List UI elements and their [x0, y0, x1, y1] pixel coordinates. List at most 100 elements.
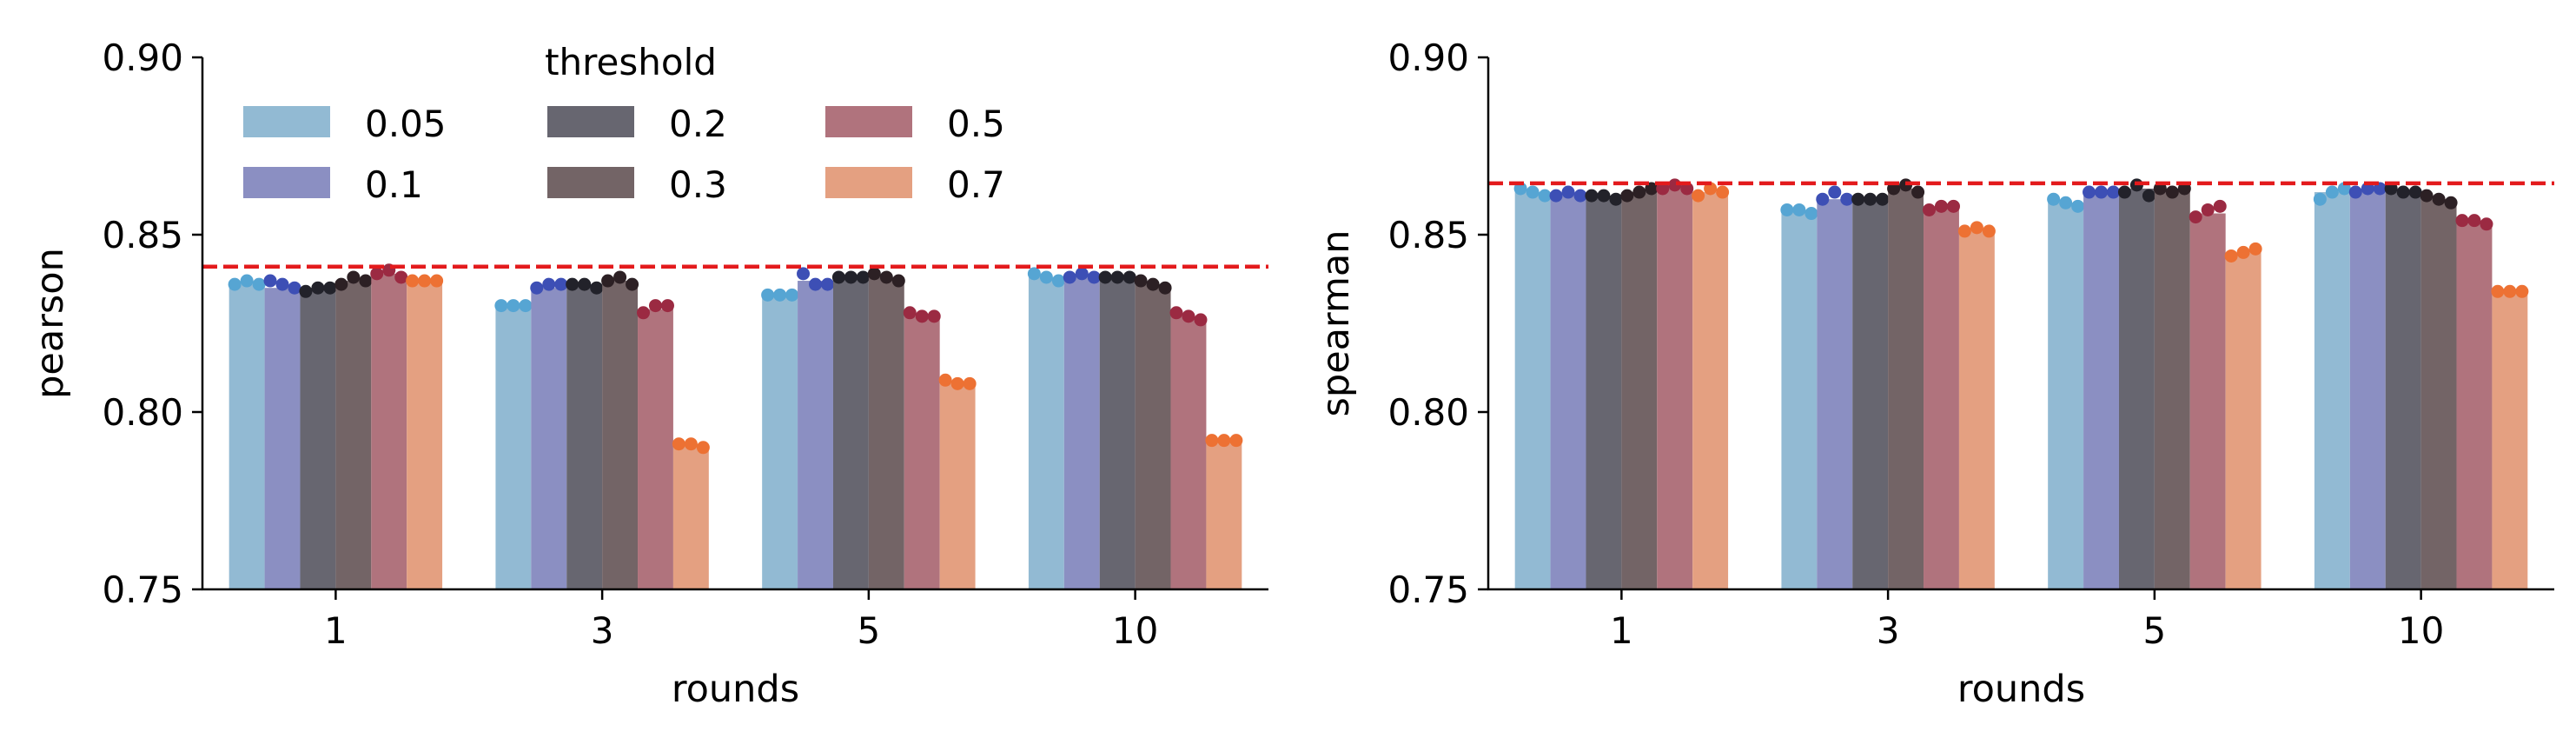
point-0.3-round-1	[334, 277, 348, 291]
point-0.3-round-10	[1146, 277, 1160, 291]
bar-0.7-round-3	[1958, 230, 1995, 589]
bar-0.05-round-1	[1514, 192, 1551, 590]
bar-0.7-round-3	[672, 443, 709, 589]
point-0.3-round-3	[1911, 185, 1925, 199]
point-0.2-round-5	[2117, 185, 2131, 199]
point-0.3-round-5	[2177, 182, 2191, 196]
point-0.5-round-5	[903, 306, 917, 320]
bar-0.5-round-1	[371, 273, 407, 589]
y-tick-label: 0.80	[102, 391, 183, 434]
legend: threshold 0.05 0.1 0.2 0.3 0.5 0.7	[243, 41, 1005, 206]
point-0.3-round-5	[2165, 185, 2179, 199]
legend-label-0.7: 0.7	[947, 163, 1005, 206]
point-0.3-round-3	[601, 274, 615, 288]
point-0.1-round-1	[263, 274, 277, 288]
point-0.2-round-3	[1851, 192, 1865, 206]
point-0.5-round-10	[1194, 313, 1208, 327]
bar-0.1-round-1	[1550, 196, 1586, 589]
point-0.05-round-10	[1051, 274, 1065, 288]
point-0.7-round-1	[418, 274, 432, 288]
legend-label-0.2: 0.2	[669, 103, 727, 145]
point-0.7-round-5	[963, 376, 977, 390]
point-0.5-round-5	[2201, 203, 2215, 216]
point-0.3-round-10	[2420, 189, 2434, 203]
point-0.7-round-3	[672, 437, 685, 451]
x-axis-title: rounds	[1957, 668, 2085, 711]
bar-0.05-round-3	[495, 305, 532, 589]
y-tick-label: 0.75	[1387, 568, 1469, 611]
point-0.2-round-10	[2384, 182, 2398, 196]
point-0.2-round-1	[1597, 189, 1611, 203]
point-0.2-round-10	[2396, 185, 2410, 199]
point-0.05-round-1	[1538, 189, 1552, 203]
bar-0.1-round-3	[1817, 199, 1853, 589]
bar-0.5-round-5	[904, 316, 940, 589]
point-0.7-round-5	[938, 373, 952, 387]
point-0.1-round-5	[2083, 185, 2096, 199]
point-0.7-round-5	[2236, 245, 2250, 259]
bar-0.3-round-3	[602, 281, 639, 589]
legend-swatch-0.1	[243, 167, 330, 198]
point-0.3-round-1	[1620, 189, 1634, 203]
point-0.3-round-1	[1645, 182, 1659, 196]
point-0.3-round-10	[1158, 281, 1172, 295]
point-0.7-round-1	[406, 274, 420, 288]
point-0.3-round-5	[891, 274, 905, 288]
bar-0.05-round-3	[1781, 209, 1818, 589]
point-0.7-round-10	[2491, 284, 2505, 298]
point-0.7-round-10	[1229, 434, 1243, 448]
point-0.05-round-5	[2071, 199, 2085, 213]
point-0.1-round-10	[1075, 267, 1089, 281]
point-0.05-round-3	[1805, 207, 1818, 221]
point-0.7-round-5	[950, 376, 964, 390]
point-0.3-round-1	[359, 274, 373, 288]
point-0.1-round-3	[1816, 192, 1830, 206]
point-0.1-round-1	[288, 281, 301, 295]
point-0.5-round-10	[1182, 309, 1195, 323]
point-0.5-round-3	[1946, 199, 1960, 213]
point-0.1-round-3	[530, 281, 544, 295]
point-0.7-round-5	[2248, 242, 2262, 256]
point-0.05-round-10	[1039, 270, 1053, 284]
point-0.2-round-1	[1609, 192, 1623, 206]
bar-0.5-round-3	[638, 309, 673, 589]
x-axis-title: rounds	[672, 668, 799, 711]
point-0.1-round-1	[275, 277, 289, 291]
legend-swatch-0.2	[547, 106, 634, 137]
bar-0.3-round-10	[2420, 199, 2457, 589]
point-0.1-round-3	[542, 277, 556, 291]
point-0.5-round-1	[370, 267, 384, 281]
bar-0.05-round-5	[2048, 203, 2084, 589]
point-0.1-round-5	[797, 267, 811, 281]
point-0.1-round-3	[1840, 192, 1854, 206]
bar-0.5-round-3	[1924, 206, 1959, 590]
point-0.2-round-5	[2142, 189, 2155, 203]
bar-0.1-round-3	[531, 288, 567, 589]
point-0.05-round-3	[1792, 203, 1806, 216]
point-0.1-round-3	[554, 277, 568, 291]
x-tick-label: 1	[1610, 609, 1633, 652]
point-0.3-round-3	[626, 277, 639, 291]
x-tick-label: 10	[1112, 609, 1158, 652]
point-0.5-round-1	[1656, 182, 1670, 196]
point-0.5-round-5	[927, 309, 941, 323]
y-axis-title: pearson	[29, 248, 72, 399]
point-0.5-round-3	[648, 299, 662, 313]
legend-label-0.05: 0.05	[365, 103, 447, 145]
legend-swatch-0.7	[825, 167, 912, 198]
point-0.05-round-1	[252, 277, 266, 291]
point-0.7-round-3	[1982, 224, 1996, 238]
legend-label-0.3: 0.3	[669, 163, 727, 206]
point-0.5-round-1	[1680, 182, 1694, 196]
bar-0.2-round-3	[566, 284, 603, 589]
y-tick-label: 0.90	[1387, 37, 1469, 79]
x-tick-label: 10	[2398, 609, 2444, 652]
point-0.7-round-3	[1957, 224, 1971, 238]
point-0.1-round-10	[2361, 182, 2374, 196]
point-0.05-round-3	[507, 299, 520, 313]
point-0.05-round-1	[240, 274, 254, 288]
point-0.3-round-10	[1134, 274, 1148, 288]
bar-0.3-round-5	[2154, 188, 2190, 589]
point-0.5-round-10	[2480, 217, 2493, 231]
point-0.2-round-10	[2408, 185, 2422, 199]
